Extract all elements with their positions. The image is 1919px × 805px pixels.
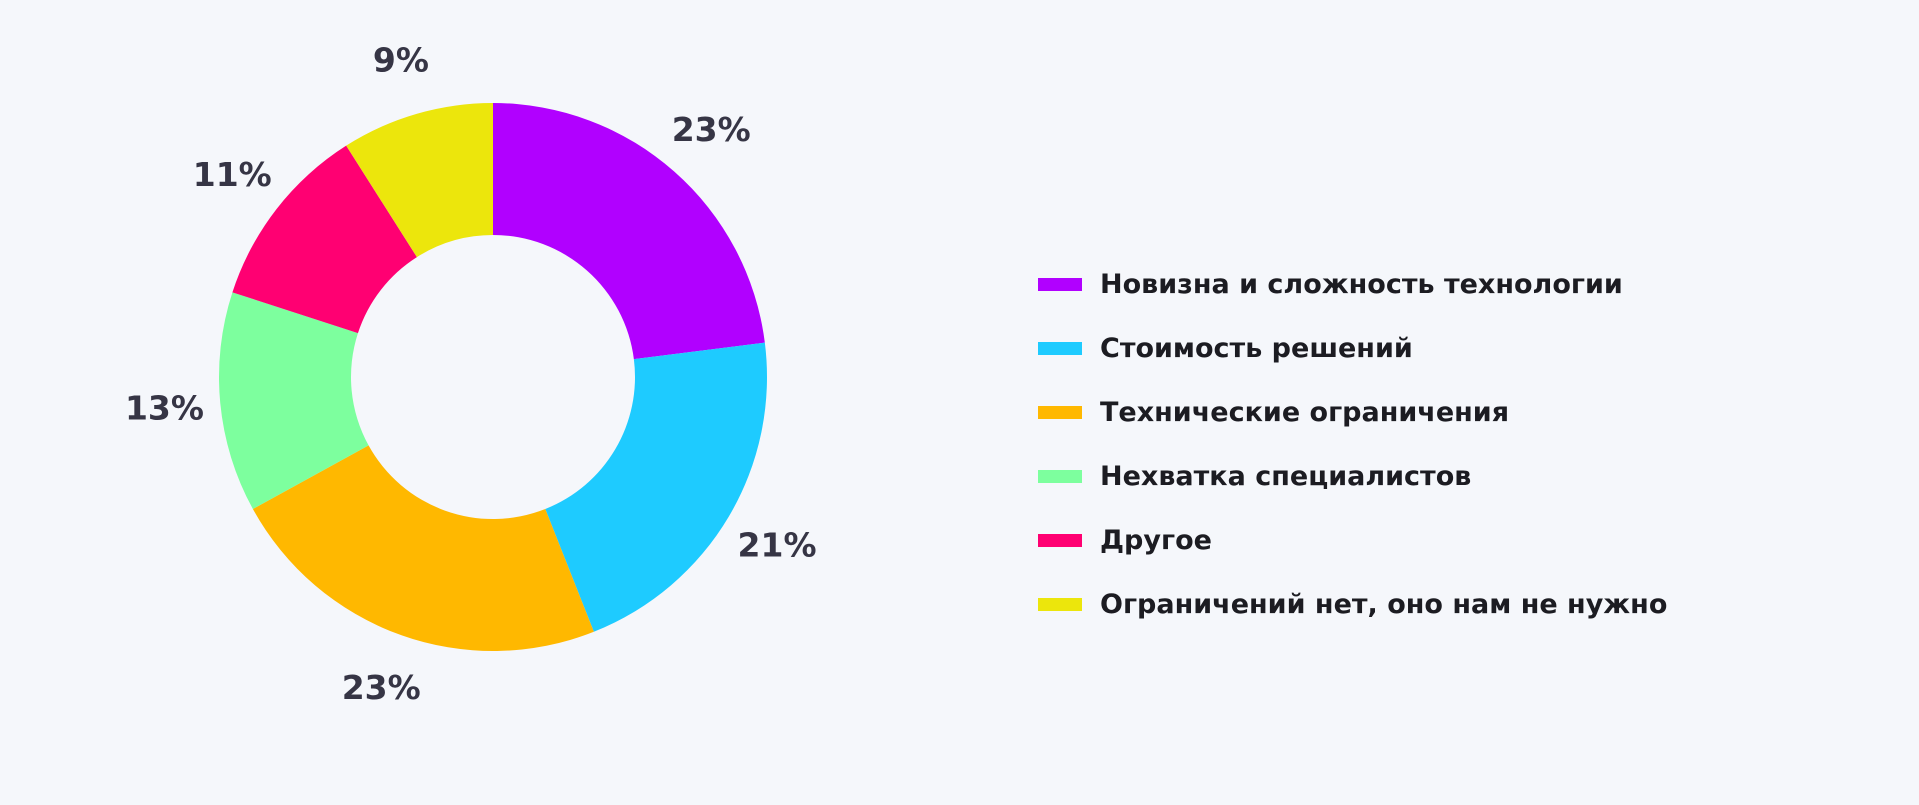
slice-percentage-label: 11% — [193, 155, 272, 194]
legend-label: Ограничений нет, оно нам не нужно — [1100, 588, 1668, 620]
legend-label: Нехватка специалистов — [1100, 460, 1472, 492]
percentage-labels: 23% 21% 23% 13% 11% 9% — [125, 41, 817, 707]
legend-label: Стоимость решений — [1100, 332, 1413, 364]
legend-item: Ограничений нет, оно нам не нужно — [1038, 572, 1667, 636]
slice-percentage-label: 23% — [672, 110, 751, 149]
legend-swatch — [1038, 277, 1082, 291]
legend-label: Другое — [1100, 524, 1212, 556]
donut-slice-6 — [346, 103, 493, 258]
legend-item: Другое — [1038, 508, 1667, 572]
legend-item: Стоимость решений — [1038, 316, 1667, 380]
slice-percentage-label: 23% — [342, 668, 421, 707]
legend-swatch — [1038, 341, 1082, 355]
donut-slice-5 — [232, 145, 417, 334]
legend-item: Технические ограничения — [1038, 380, 1667, 444]
slice-percentage-label: 21% — [738, 525, 817, 564]
slice-percentage-label: 13% — [125, 389, 204, 428]
slice-percentage-label: 9% — [373, 41, 429, 80]
legend-swatch — [1038, 405, 1082, 419]
legend-swatch — [1038, 469, 1082, 483]
donut-slice-1 — [493, 103, 765, 360]
donut-slice-4 — [218, 292, 369, 510]
donut-slice-3 — [252, 445, 594, 651]
donut-slice-2 — [545, 342, 767, 632]
chart-legend: Новизна и сложность технологии Стоимость … — [1038, 252, 1667, 636]
legend-label: Технические ограничения — [1100, 396, 1510, 428]
legend-item: Нехватка специалистов — [1038, 444, 1667, 508]
donut-slices — [218, 103, 767, 651]
legend-swatch — [1038, 533, 1082, 547]
legend-label: Новизна и сложность технологии — [1100, 268, 1623, 300]
legend-swatch — [1038, 597, 1082, 611]
legend-item: Новизна и сложность технологии — [1038, 252, 1667, 316]
